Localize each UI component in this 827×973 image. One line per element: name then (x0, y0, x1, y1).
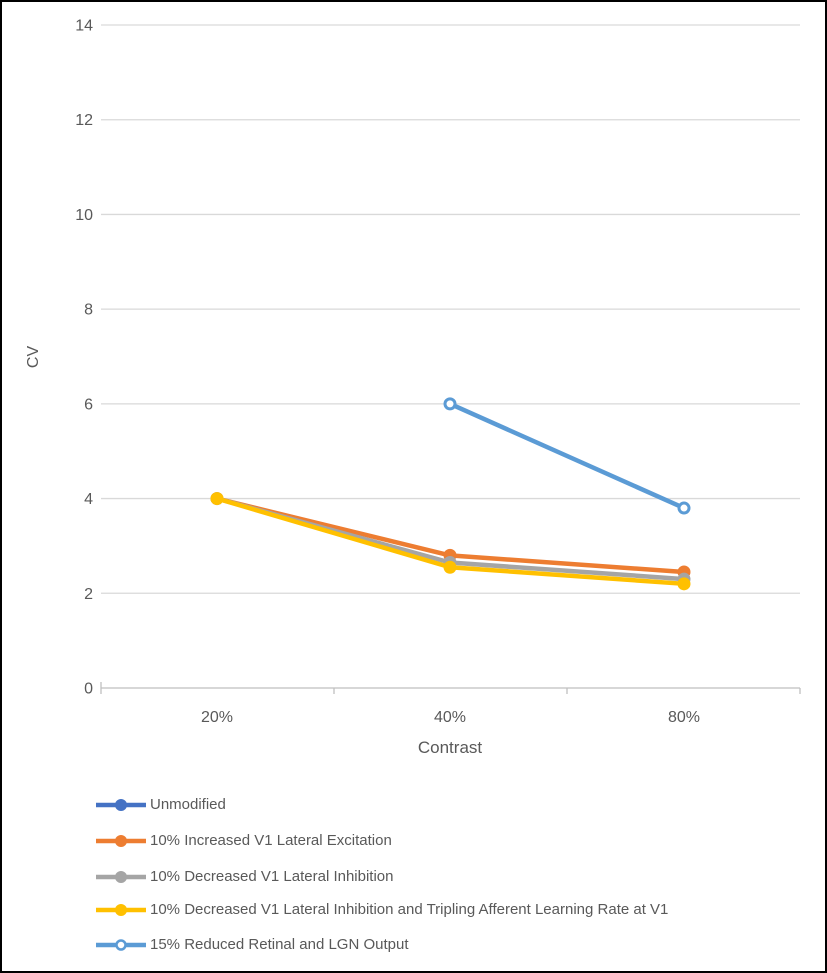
series-marker (443, 397, 457, 411)
y-tick-label: 10 (75, 207, 93, 224)
legend-label: 15% Reduced Retinal and LGN Output (150, 936, 409, 953)
legend-swatch-open-circle-icon (96, 939, 146, 951)
series-marker (210, 492, 224, 506)
legend-swatch-filled-circle-icon (96, 871, 146, 883)
series-line (447, 401, 687, 511)
legend-item: 15% Reduced Retinal and LGN Output (95, 934, 409, 956)
x-axis-title: Contrast (418, 738, 483, 757)
x-category-label: 40% (434, 709, 466, 726)
y-tick-label: 12 (75, 112, 93, 129)
legend-item: 10% Increased V1 Lateral Excitation (95, 830, 392, 852)
series-marker (443, 560, 457, 574)
y-tick-label: 4 (84, 491, 93, 508)
legend-label: Unmodified (150, 796, 226, 813)
y-tick-label: 0 (84, 681, 93, 698)
series-marker (677, 577, 691, 591)
legend-label: 10% Decreased V1 Lateral Inhibition and … (150, 901, 669, 918)
x-category-label: 80% (668, 709, 700, 726)
series-marker (677, 501, 691, 515)
legend-swatch-filled-circle-icon (96, 904, 146, 916)
legend-swatch-filled-circle-icon (96, 835, 146, 847)
y-tick-label: 14 (75, 18, 93, 35)
y-tick-label: 2 (84, 586, 93, 603)
legend-item: Unmodified (95, 794, 226, 816)
y-axis-title: CV (25, 346, 42, 369)
y-tick-label: 6 (84, 396, 93, 413)
legend-label: 10% Increased V1 Lateral Excitation (150, 832, 392, 849)
y-tick-label: 8 (84, 302, 93, 319)
legend-label: 10% Decreased V1 Lateral Inhibition (150, 868, 394, 885)
x-category-label: 20% (201, 709, 233, 726)
legend-item: 10% Decreased V1 Lateral Inhibition (95, 866, 394, 888)
legend-swatch-filled-circle-icon (96, 799, 146, 811)
legend-item: 10% Decreased V1 Lateral Inhibition and … (95, 899, 668, 921)
line-chart: 0 2 4 6 8 10 12 14 20% 40% 80% Contrast CV (25, 18, 801, 757)
